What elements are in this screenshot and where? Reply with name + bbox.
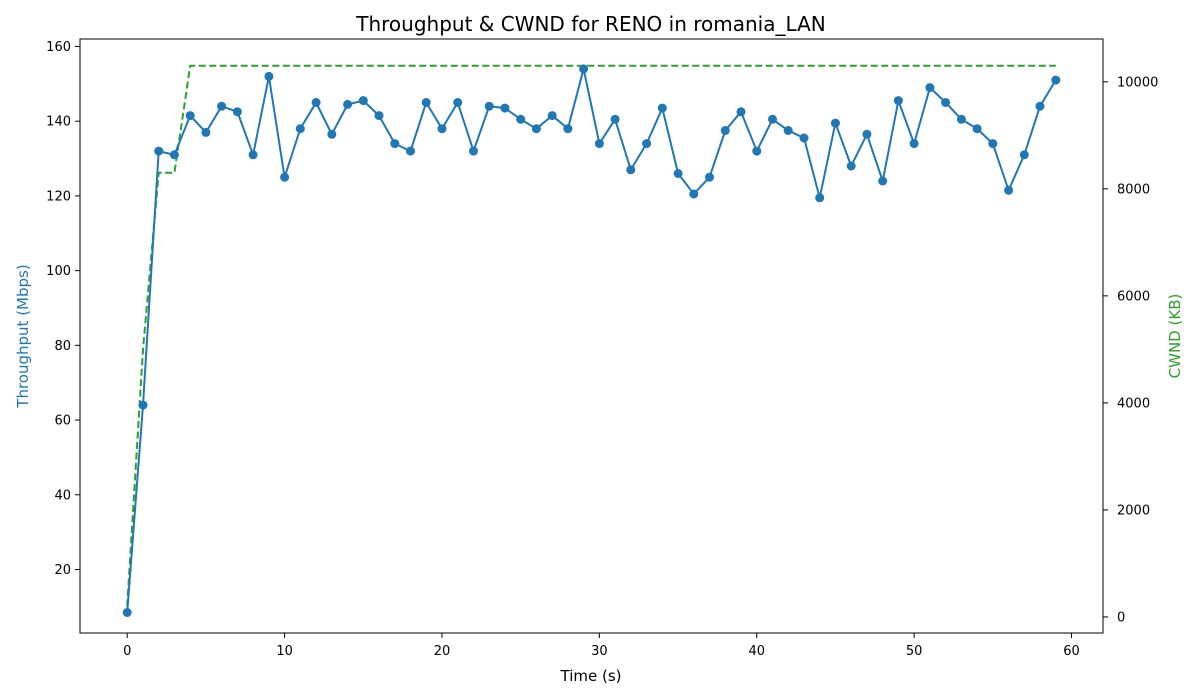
throughput-point: [154, 146, 164, 156]
throughput-point: [437, 124, 447, 134]
y-right-tick-label: 6000: [1117, 289, 1150, 304]
throughput-point: [941, 98, 951, 107]
y-left-tick-label: 140: [46, 115, 71, 130]
x-axis-ticks: 0 10 20 30 40 50 60: [123, 633, 1080, 659]
chart-title: Throughput & CWND for RENO in romania_LA…: [355, 12, 825, 36]
throughput-line: [126, 68, 1057, 613]
throughput-point: [421, 98, 431, 107]
throughput-point: [185, 111, 195, 121]
throughput-point: [768, 114, 777, 124]
y-right-tick-label: 0: [1117, 610, 1125, 625]
axes-frame: [79, 38, 1104, 634]
x-tick-label: 60: [1063, 644, 1080, 659]
y-right-tick-label: 10000: [1117, 75, 1158, 90]
throughput-point: [122, 608, 132, 617]
throughput-point: [642, 139, 652, 149]
x-tick-label: 0: [123, 644, 131, 659]
throughput-point: [1035, 101, 1045, 111]
y-left-tick-label: 40: [54, 488, 71, 503]
throughput-point: [752, 146, 762, 156]
throughput-point: [295, 124, 305, 134]
throughput-point: [579, 64, 589, 74]
throughput-point: [815, 193, 825, 203]
throughput-point: [846, 161, 856, 171]
throughput-point: [689, 189, 699, 199]
throughput-point: [169, 150, 179, 160]
plot-area: [122, 64, 1061, 617]
throughput-point: [311, 98, 321, 107]
y-right-tick-label: 2000: [1117, 503, 1150, 518]
throughput-point: [1051, 75, 1061, 85]
throughput-point: [972, 124, 982, 134]
throughput-point: [626, 165, 636, 175]
y-left-tick-label: 20: [54, 563, 71, 578]
throughput-point: [705, 172, 714, 182]
y-left-tick-label: 80: [54, 339, 71, 354]
throughput-point: [720, 126, 730, 135]
throughput-point: [610, 114, 620, 124]
throughput-point: [925, 83, 935, 93]
cwnd-line: [126, 64, 1056, 607]
throughput-point: [736, 107, 746, 117]
throughput-point: [358, 96, 368, 106]
throughput-point: [547, 111, 557, 121]
throughput-point: [217, 101, 227, 111]
x-tick-label: 20: [434, 644, 451, 659]
throughput-point: [878, 176, 888, 186]
throughput-point: [406, 146, 415, 156]
throughput-point: [1004, 185, 1014, 195]
throughput-point: [201, 127, 211, 137]
throughput-point: [531, 124, 541, 134]
throughput-point: [390, 139, 400, 149]
throughput-point: [500, 103, 510, 113]
throughput-point: [563, 124, 573, 134]
throughput-point: [783, 126, 793, 135]
throughput-point: [374, 111, 384, 121]
throughput-point: [799, 133, 809, 143]
throughput-point: [484, 101, 494, 111]
y-left-axis-label: Throughput (Mbps): [14, 264, 32, 408]
y-left-axis-ticks: 20 40 60 80 100 120 140 160: [46, 40, 80, 578]
y-left-tick-label: 60: [54, 414, 71, 429]
throughput-point: [594, 139, 604, 149]
throughput-point: [138, 400, 148, 410]
throughput-point: [280, 172, 290, 182]
y-left-tick-label: 120: [46, 189, 71, 204]
y-right-tick-label: 4000: [1117, 396, 1150, 411]
x-tick-label: 30: [591, 644, 608, 659]
throughput-point: [862, 129, 872, 139]
throughput-point: [830, 118, 840, 128]
y-left-tick-label: 160: [46, 40, 71, 55]
throughput-point: [909, 139, 919, 149]
throughput-point: [469, 146, 478, 156]
y-right-tick-label: 8000: [1117, 182, 1150, 197]
throughput-point: [1019, 150, 1029, 160]
throughput-point: [673, 169, 683, 178]
throughput-point: [248, 150, 258, 160]
throughput-point: [264, 71, 274, 81]
throughput-point: [232, 107, 242, 117]
throughput-point: [516, 114, 526, 124]
x-tick-label: 10: [276, 644, 293, 659]
x-axis-label: Time (s): [560, 667, 622, 685]
throughput-point: [893, 96, 903, 106]
y-left-tick-label: 100: [46, 264, 71, 279]
x-tick-label: 40: [748, 644, 765, 659]
throughput-point: [453, 98, 463, 107]
throughput-point: [988, 139, 998, 149]
throughput-point: [343, 99, 353, 109]
throughput-point: [327, 129, 337, 139]
throughput-point: [956, 114, 966, 124]
throughput-point: [657, 103, 667, 113]
y-right-axis-ticks: 0 2000 4000 6000 8000 10000: [1103, 75, 1158, 625]
y-right-axis-label: CWND (KB): [1166, 294, 1184, 379]
x-tick-label: 50: [906, 644, 923, 659]
